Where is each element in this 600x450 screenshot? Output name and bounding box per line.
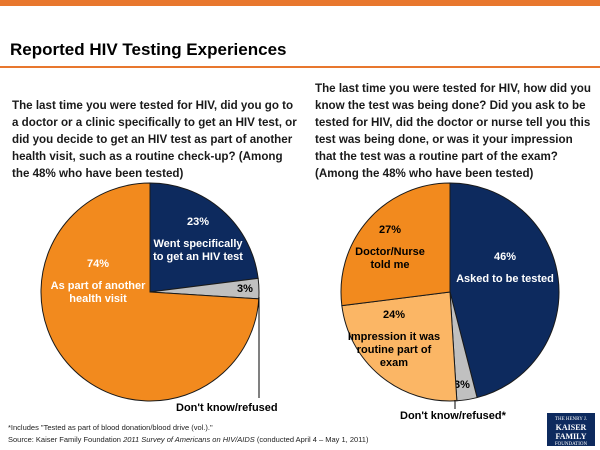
left-pie-slice-2 — [40, 182, 260, 402]
source-suffix: (conducted April 4 – May 1, 2011) — [254, 435, 369, 444]
right-pie-slice-3 — [340, 182, 451, 307]
logo-line-2: KAISER — [555, 423, 587, 432]
logo-line-3: FAMILY — [555, 432, 587, 441]
source-prefix: Source: Kaiser Family Foundation — [8, 435, 124, 444]
left-pie-slice-0 — [149, 182, 259, 293]
right-pie-slice-2 — [341, 291, 458, 402]
right-dont-know-label: Don't know/refused* — [400, 410, 506, 422]
logo-line-4: FOUNDATION — [554, 442, 588, 447]
right-pie-chart: 46% Asked to be tested 3% 24% Impression it … — [340, 182, 560, 409]
right-slice-2-percent: 24% — [383, 309, 405, 321]
left-slice-2-label: As part of another health visit — [51, 280, 146, 305]
right-slice-0-percent: 46% — [494, 251, 516, 263]
left-slice-0-label: Went specifically to get an HIV test — [153, 238, 243, 263]
source-line: Source: Kaiser Family Foundation 2011 Su… — [8, 435, 368, 444]
page-title: Reported HIV Testing Experiences — [10, 40, 287, 59]
source-title: 2011 Survey of Americans on HIV/AIDS — [123, 435, 255, 444]
right-slice-3-label: Doctor/Nurse told me — [355, 246, 425, 271]
top-accent-bar — [0, 0, 600, 6]
right-pie-slice-0 — [449, 182, 560, 399]
right-slice-1-percent: 3% — [454, 379, 470, 391]
right-slice-3-percent: 27% — [379, 224, 401, 236]
right-question: The last time you were tested for HIV, h… — [315, 82, 591, 180]
left-slice-1-percent: 3% — [237, 283, 253, 295]
left-dont-know-label: Don't know/refused — [176, 402, 278, 414]
right-slice-2-label: Impression it was routine part of exam — [348, 331, 440, 369]
kaiser-logo: THE HENRY J. KAISER FAMILY FOUNDATION — [547, 413, 595, 447]
logo-line-1: THE HENRY J. — [554, 417, 588, 422]
left-question: The last time you were tested for HIV, d… — [12, 99, 297, 180]
left-slice-0-percent: 23% — [187, 216, 209, 228]
left-pie-chart: 23% Went specifically to get an HIV test 3%… — [40, 182, 260, 402]
footnote: *Includes "Tested as part of blood donat… — [8, 423, 213, 432]
title-divider — [0, 66, 600, 68]
right-slice-0-label: Asked to be tested — [456, 273, 554, 285]
left-slice-2-percent: 74% — [87, 258, 109, 270]
